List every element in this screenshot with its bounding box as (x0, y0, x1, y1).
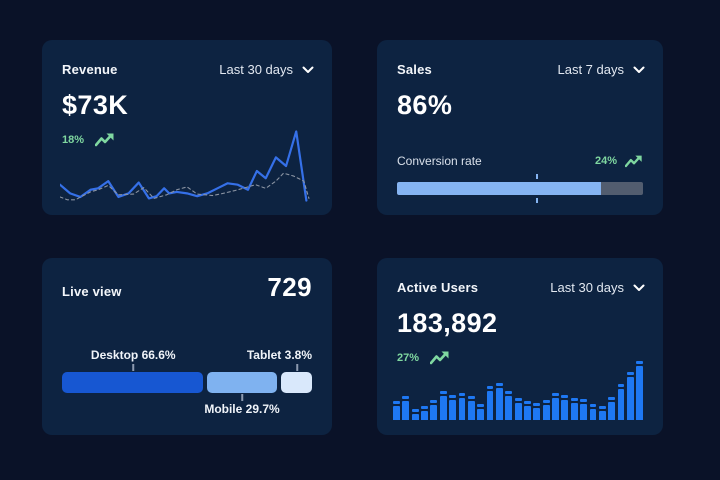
bar (402, 396, 410, 420)
revenue-range-dropdown[interactable]: Last 30 days (219, 62, 314, 77)
live-view-card-title: Live view (62, 284, 122, 299)
chevron-down-icon (633, 66, 645, 73)
sales-card-title: Sales (397, 62, 432, 77)
device-breakdown-chart: Desktop 66.6% Tablet 3.8% Mobile 29.7% (62, 348, 312, 417)
bar (505, 391, 513, 420)
active-users-card: Active Users Last 30 days 183,892 27% (377, 258, 663, 435)
revenue-value: $73K (62, 90, 129, 120)
sales-delta-row: 24% (595, 154, 643, 168)
trending-up-icon (430, 351, 449, 365)
bar (542, 400, 550, 420)
segment-label-tablet: Tablet 3.8% (246, 348, 312, 362)
bar (608, 397, 616, 420)
stack-ticks-top (62, 363, 312, 372)
bar (636, 361, 644, 420)
progress-target-marker (536, 198, 539, 203)
bar (561, 395, 569, 420)
bar (514, 398, 522, 420)
conversion-progress (397, 174, 643, 203)
sales-range-dropdown[interactable]: Last 7 days (558, 62, 646, 77)
bar (467, 396, 475, 420)
progress-target-marker (536, 174, 539, 179)
active-users-delta-row: 27% (377, 337, 663, 365)
segment-tick-mobile (241, 394, 243, 401)
trending-up-icon (625, 155, 642, 168)
progress-track (397, 182, 643, 195)
bar (411, 409, 419, 420)
segment-tablet (281, 372, 312, 393)
segment-label-mobile: Mobile 29.7% (204, 402, 280, 416)
bar (495, 383, 503, 420)
bar (533, 403, 541, 420)
bar (617, 384, 625, 420)
live-view-card: Live view 729 Desktop 66.6% Tablet 3.8% M… (42, 258, 332, 435)
active-users-range-dropdown[interactable]: Last 30 days (550, 280, 645, 295)
sales-delta-value: 24% (594, 155, 617, 167)
sales-card-header: Sales Last 7 days (377, 40, 663, 77)
segment-label-desktop: Desktop 66.6% (90, 348, 176, 362)
conversion-rate-block: Conversion rate 24% (397, 154, 643, 203)
bar (626, 372, 634, 420)
conversion-rate-label: Conversion rate (397, 154, 482, 168)
revenue-delta-row: 18% (42, 119, 332, 147)
revenue-range-label: Last 30 days (219, 62, 293, 77)
stack-labels-bottom: Mobile 29.7% (62, 402, 312, 417)
sales-range-label: Last 7 days (557, 62, 625, 77)
bar (598, 406, 606, 420)
bar (458, 393, 466, 420)
active-users-card-title: Active Users (397, 280, 479, 295)
bar (439, 391, 447, 420)
current-period-line (60, 131, 306, 200)
previous-period-line (60, 173, 309, 200)
chevron-down-icon (302, 66, 314, 73)
revenue-line-chart (60, 130, 314, 202)
active-users-value: 183,892 (397, 308, 498, 338)
segment-tick-desktop (132, 364, 134, 371)
bar (430, 400, 438, 420)
bar (421, 406, 428, 420)
revenue-delta-value: 18% (62, 133, 85, 146)
bar (393, 401, 400, 420)
active-users-delta-value: 27% (397, 351, 420, 364)
bar (449, 395, 457, 420)
bar (524, 401, 531, 420)
chevron-down-icon (633, 284, 645, 291)
trending-up-icon (95, 133, 114, 147)
bar (477, 404, 485, 420)
device-stacked-bar (62, 372, 312, 393)
bar (486, 386, 494, 420)
active-users-card-header: Active Users Last 30 days (377, 258, 663, 295)
segment-desktop (62, 372, 204, 393)
live-view-card-header: Live view 729 (42, 258, 332, 300)
stack-ticks-bottom (62, 393, 312, 402)
bar (580, 399, 588, 420)
revenue-card-title: Revenue (62, 62, 118, 77)
live-view-value: 729 (267, 272, 312, 302)
revenue-card: Revenue Last 30 days $73K 18% (42, 40, 332, 215)
revenue-card-header: Revenue Last 30 days (42, 40, 332, 77)
sales-value: 86% (397, 90, 453, 120)
segment-mobile (207, 372, 278, 393)
stack-labels-top: Desktop 66.6% Tablet 3.8% (62, 348, 312, 363)
bar (552, 393, 559, 420)
bar (589, 404, 597, 420)
progress-fill (397, 182, 602, 195)
segment-tick-tablet (296, 364, 298, 371)
sales-card: Sales Last 7 days 86% Conversion rate 24… (377, 40, 663, 215)
active-users-bar-chart (393, 358, 644, 420)
active-users-range-label: Last 30 days (550, 280, 624, 295)
bar (570, 398, 578, 420)
